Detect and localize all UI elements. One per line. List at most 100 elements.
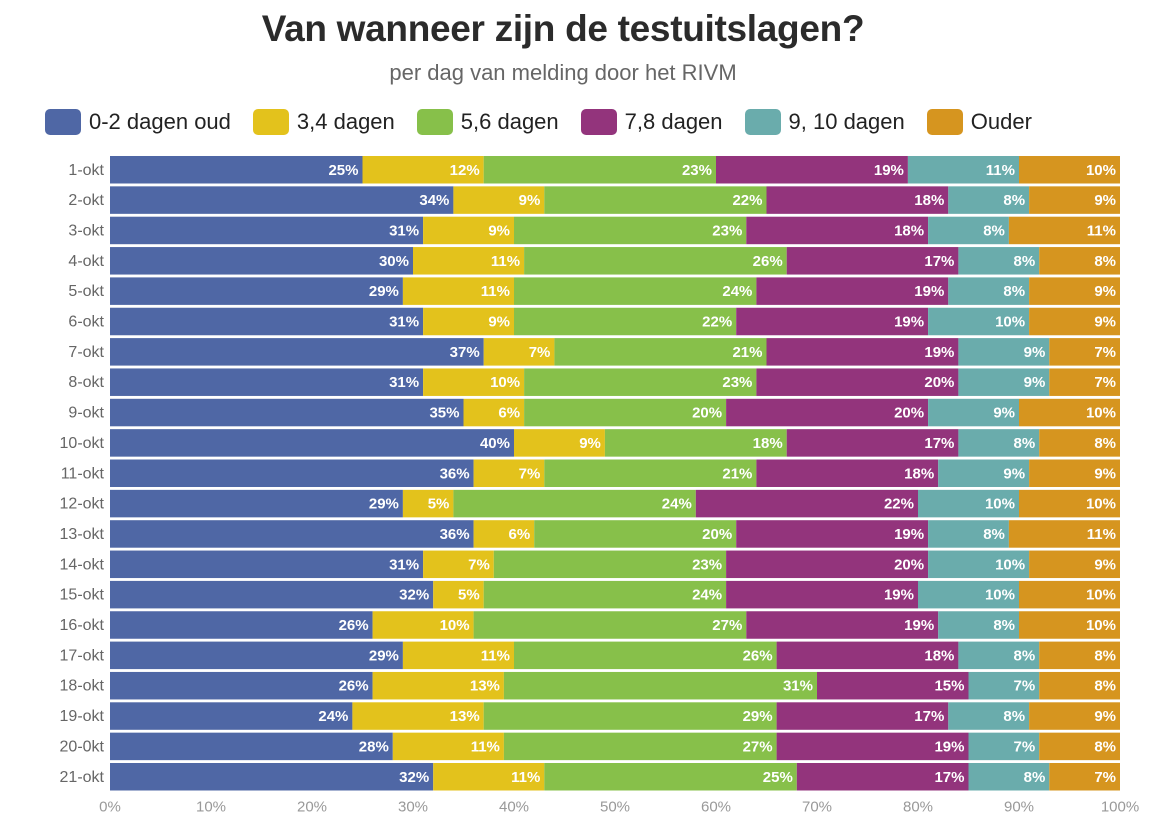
data-label: 32% (399, 769, 429, 786)
x-tick-label: 100% (1101, 798, 1139, 815)
bar-segment (918, 489, 1019, 518)
data-label: 8% (1094, 647, 1116, 664)
category-label: 15-okt (60, 587, 105, 604)
bar-segment (928, 307, 1030, 336)
data-label: 11% (986, 162, 1015, 179)
data-label: 9% (1024, 374, 1046, 391)
bar-segment (756, 459, 939, 487)
data-label: 36% (440, 465, 470, 482)
bar-segment (110, 489, 403, 518)
data-label: 9% (1094, 283, 1116, 300)
x-tick-label: 50% (600, 798, 630, 815)
bar-segment (544, 186, 767, 214)
bar-segment (524, 368, 757, 396)
bar-segment (928, 550, 1030, 579)
x-tick-label: 70% (802, 798, 832, 815)
data-label: 11% (491, 253, 520, 270)
legend-label: Ouder (970, 109, 1032, 134)
bar-segment (726, 550, 929, 579)
data-label: 29% (369, 283, 399, 300)
data-label: 9% (1094, 465, 1116, 482)
bar-segment (534, 520, 737, 548)
data-label: 11% (511, 769, 540, 786)
data-label: 10% (440, 617, 470, 634)
data-label: 10% (1086, 617, 1116, 634)
bar-segment (372, 611, 474, 639)
bar-segment (544, 459, 757, 487)
bar-segment (928, 398, 1019, 427)
bar-segment (402, 489, 454, 518)
data-label: 7% (1094, 344, 1116, 361)
bar-segment (1029, 307, 1120, 336)
data-label: 24% (318, 708, 348, 725)
data-label: 17% (924, 253, 954, 270)
bar-segment (695, 489, 918, 518)
bar-segment (473, 459, 545, 487)
data-label: 31% (389, 374, 419, 391)
data-label: 7% (519, 465, 541, 482)
bar-segment (544, 763, 797, 791)
x-tick-label: 80% (903, 798, 933, 815)
category-label: 4-okt (68, 253, 104, 270)
bar-segment (453, 186, 545, 214)
data-label: 29% (369, 496, 399, 513)
data-label: 13% (470, 678, 500, 695)
data-label: 9% (1003, 465, 1025, 482)
category-label: 10-okt (60, 435, 105, 452)
legend-item-9-10-dagen: 9, 10 dagen (744, 109, 905, 135)
data-label: 30% (379, 253, 409, 270)
data-label: 13% (450, 708, 480, 725)
data-label: 6% (509, 526, 531, 543)
legend-label: 9, 10 dagen (788, 109, 905, 134)
data-label: 8% (1003, 708, 1025, 725)
data-label: 34% (419, 192, 449, 209)
data-label: 10% (985, 587, 1015, 604)
data-label: 31% (389, 556, 419, 573)
legend-label: 0-2 dagen oud (89, 109, 231, 134)
category-label: 8-okt (68, 374, 104, 391)
data-label: 8% (1014, 253, 1036, 270)
bar-segment (756, 277, 949, 305)
category-label: 2-okt (68, 192, 104, 209)
data-label: 17% (934, 769, 964, 786)
bar-segment (110, 641, 403, 670)
bar-segment (110, 763, 434, 791)
bar-segment (1039, 732, 1120, 761)
data-label: 9% (1094, 708, 1116, 725)
bar-segment (928, 520, 1009, 548)
x-tick-label: 90% (1004, 798, 1034, 815)
data-label: 18% (894, 222, 924, 239)
bar-segment (453, 489, 696, 518)
bar-segment (514, 307, 737, 336)
bar-segment (1049, 368, 1120, 396)
category-label: 19-okt (60, 708, 105, 725)
data-label: 10% (995, 314, 1025, 331)
data-label: 10% (1086, 162, 1116, 179)
bar-segment (958, 247, 1040, 275)
bar-segment (352, 702, 484, 730)
category-label: 6-okt (68, 314, 104, 331)
data-label: 31% (389, 314, 419, 331)
data-label: 20% (924, 374, 954, 391)
bar-segment (1008, 216, 1120, 245)
data-label: 8% (1014, 435, 1036, 452)
data-label: 19% (894, 314, 924, 331)
category-label: 18-okt (60, 678, 105, 695)
bar-segment (756, 368, 959, 396)
data-label: 23% (692, 556, 722, 573)
legend-swatch (580, 109, 617, 135)
bar-segment (372, 671, 504, 700)
data-label: 11% (1087, 222, 1116, 239)
bar-segment (110, 216, 424, 245)
data-label: 26% (339, 617, 369, 634)
data-label: 11% (471, 738, 500, 755)
bar-segment (1019, 156, 1120, 184)
bar-segment (110, 398, 464, 427)
bar-segment (514, 429, 605, 457)
data-label: 8% (1094, 738, 1116, 755)
bar-segment (786, 429, 959, 457)
data-label: 9% (1024, 344, 1046, 361)
bar-segment (1039, 429, 1120, 457)
x-tick-label: 40% (499, 798, 529, 815)
data-label: 7% (1014, 678, 1036, 695)
